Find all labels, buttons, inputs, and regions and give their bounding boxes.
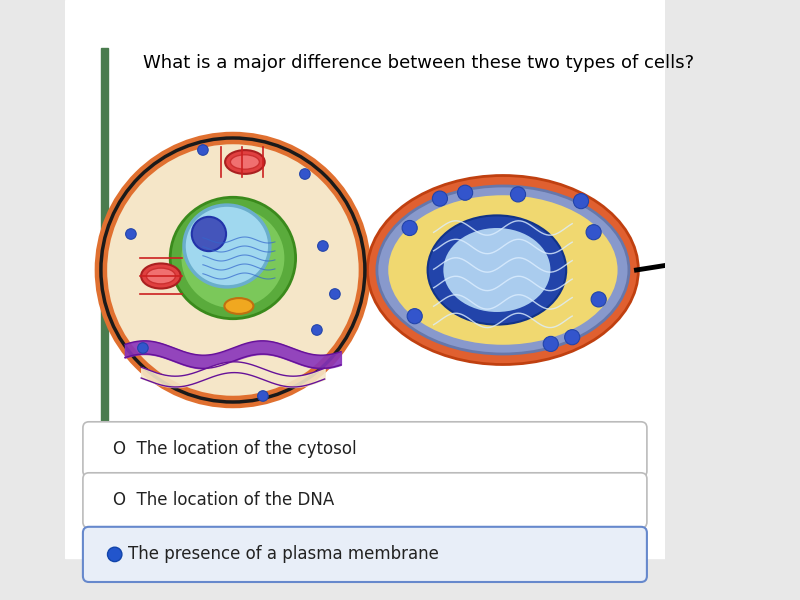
Ellipse shape [367,175,638,364]
Circle shape [330,289,340,299]
Circle shape [402,220,418,236]
Circle shape [432,191,447,206]
Ellipse shape [182,208,284,308]
Ellipse shape [184,205,270,287]
Circle shape [198,145,208,155]
Text: O  The location of the DNA: O The location of the DNA [113,491,334,509]
Circle shape [312,325,322,335]
Circle shape [565,329,580,345]
Ellipse shape [170,197,296,319]
Ellipse shape [101,138,365,402]
FancyBboxPatch shape [65,0,665,558]
FancyBboxPatch shape [83,527,647,582]
Circle shape [586,224,601,240]
Ellipse shape [443,228,550,312]
Circle shape [258,391,268,401]
Circle shape [458,185,473,200]
Text: What is a major difference between these two types of cells?: What is a major difference between these… [143,54,694,72]
Circle shape [543,337,558,352]
FancyBboxPatch shape [65,0,665,42]
Text: O  The location of the cytosol: O The location of the cytosol [113,440,357,458]
Circle shape [300,169,310,179]
Ellipse shape [377,186,629,354]
Ellipse shape [225,150,265,174]
FancyBboxPatch shape [83,422,647,477]
Ellipse shape [388,195,618,345]
Ellipse shape [141,263,181,289]
Ellipse shape [224,298,254,314]
Circle shape [126,229,136,239]
Circle shape [591,292,606,307]
Circle shape [407,308,422,324]
Circle shape [107,547,122,562]
Circle shape [138,343,148,353]
Circle shape [318,241,328,251]
Ellipse shape [230,155,259,169]
Text: The presence of a plasma membrane: The presence of a plasma membrane [128,545,438,563]
Circle shape [510,187,526,202]
Circle shape [192,217,226,251]
Ellipse shape [428,215,566,325]
Circle shape [574,194,589,209]
FancyBboxPatch shape [83,473,647,528]
FancyBboxPatch shape [101,48,108,558]
Ellipse shape [146,268,175,284]
